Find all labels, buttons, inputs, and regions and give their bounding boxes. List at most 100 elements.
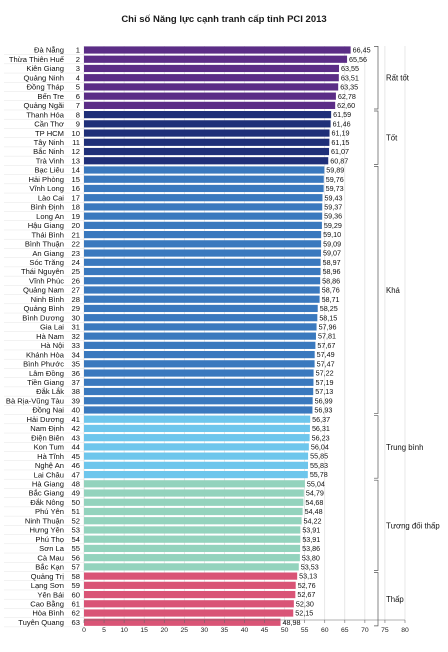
value-label: 52,76 — [298, 581, 316, 590]
province-label: Hà Nam — [36, 332, 64, 341]
province-label: Quảng Trị — [31, 572, 65, 581]
bar — [84, 600, 294, 608]
bar — [84, 480, 305, 488]
rank-label: 29 — [72, 304, 80, 313]
bar — [84, 55, 348, 63]
value-label: 61,15 — [331, 138, 349, 147]
group-label: Tốt — [386, 134, 398, 143]
group-bracket — [374, 46, 379, 110]
province-label: Điện Biên — [31, 433, 64, 442]
value-label: 59,29 — [324, 221, 342, 230]
bar — [84, 618, 281, 626]
province-label: Ninh Thuận — [25, 516, 64, 525]
group-bracket — [374, 572, 379, 627]
rank-label: 9 — [76, 120, 80, 129]
rank-label: 41 — [72, 415, 80, 424]
bar — [84, 120, 331, 128]
province-label: Nghệ An — [35, 461, 64, 470]
rank-label: 43 — [72, 433, 80, 442]
value-label: 58,97 — [323, 258, 341, 267]
rank-label: 7 — [76, 101, 80, 110]
rank-label: 56 — [72, 553, 80, 562]
province-label: Thanh Hóa — [26, 110, 64, 119]
province-label: Bình Thuận — [25, 240, 64, 249]
group-label: Rất tốt — [386, 74, 410, 83]
value-label: 58,15 — [319, 313, 337, 322]
rank-label: 4 — [76, 73, 80, 82]
province-label: Lào Cai — [38, 193, 64, 202]
value-label: 59,09 — [323, 239, 341, 248]
rank-label: 10 — [72, 129, 80, 138]
bar — [84, 434, 310, 442]
bar — [84, 147, 330, 156]
x-tick-label: 30 — [201, 627, 209, 634]
province-label: Cà Mau — [37, 553, 64, 562]
value-label: 59,07 — [323, 249, 341, 258]
value-label: 57,13 — [315, 387, 333, 396]
value-label: 53,80 — [302, 553, 320, 562]
rank-label: 59 — [72, 581, 80, 590]
province-label: Quảng Ninh — [23, 73, 64, 82]
province-label: Bắc Ninh — [33, 147, 64, 156]
rank-label: 15 — [72, 175, 80, 184]
bar — [84, 526, 301, 534]
province-label: Ninh Bình — [31, 295, 64, 304]
bar — [84, 304, 318, 313]
bar — [84, 517, 302, 525]
value-label: 66,45 — [353, 46, 371, 55]
value-label: 56,37 — [312, 415, 330, 424]
x-tick-label: 70 — [361, 627, 369, 634]
rank-label: 24 — [72, 258, 80, 267]
x-tick-label: 10 — [120, 627, 128, 634]
group-bracket — [374, 479, 379, 571]
province-label: Bắc Giang — [29, 489, 64, 498]
bars — [84, 46, 351, 626]
province-label: An Giang — [32, 249, 64, 258]
province-label: Thái Nguyên — [21, 267, 64, 276]
rank-label: 47 — [72, 470, 80, 479]
value-label: 61,46 — [333, 119, 351, 128]
value-label: 53,86 — [302, 544, 320, 553]
rank-label: 35 — [72, 360, 80, 369]
bar — [84, 507, 303, 516]
rank-label: 25 — [72, 267, 80, 276]
value-label: 63,35 — [340, 83, 358, 92]
province-label: Phú Yên — [35, 507, 64, 516]
province-label: Cao Bằng — [30, 600, 64, 609]
province-label: Tuyên Quang — [18, 618, 64, 627]
province-label: Cần Thơ — [34, 120, 64, 129]
value-label: 57,47 — [317, 359, 335, 368]
province-label: Hải Dương — [27, 415, 65, 424]
province-label: Bình Phước — [23, 360, 64, 369]
province-label: Đắk Nông — [30, 498, 64, 507]
x-tick-label: 25 — [181, 627, 189, 634]
bar — [84, 64, 339, 73]
value-label: 54,22 — [304, 516, 322, 525]
bar — [84, 314, 318, 322]
value-label: 62,78 — [338, 92, 356, 101]
value-label: 57,81 — [318, 332, 336, 341]
rank-label: 37 — [72, 378, 80, 387]
province-label: Lai Châu — [34, 470, 64, 479]
value-label: 53,91 — [302, 526, 320, 535]
bar — [84, 387, 314, 396]
bar — [84, 443, 309, 451]
bar — [84, 360, 315, 368]
value-label: 63,51 — [341, 73, 359, 82]
rank-label: 51 — [72, 507, 80, 516]
rank-label: 36 — [72, 369, 80, 378]
rank-label: 55 — [72, 544, 80, 553]
bar — [84, 157, 329, 165]
bar — [84, 323, 317, 331]
province-label: Bình Định — [31, 203, 64, 212]
province-label: Hải Phòng — [29, 175, 64, 184]
value-label: 59,36 — [324, 212, 342, 221]
value-label: 56,23 — [312, 433, 330, 442]
rank-label: 61 — [72, 600, 80, 609]
province-label: Đà Nẵng — [34, 46, 64, 55]
value-label: 58,76 — [322, 286, 340, 295]
bar — [84, 452, 309, 460]
chart-title: Chỉ số Năng lực cạnh tranh cấp tỉnh PCI … — [121, 14, 326, 25]
value-label: 59,73 — [326, 184, 344, 193]
